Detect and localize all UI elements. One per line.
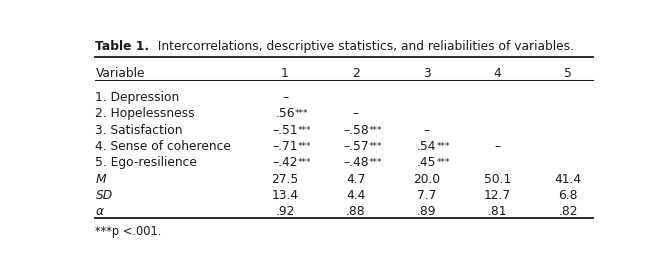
Text: 4: 4	[494, 67, 501, 80]
Text: Table 1.: Table 1.	[95, 40, 150, 53]
Text: –.57: –.57	[343, 140, 369, 153]
Text: –.48: –.48	[343, 156, 369, 169]
Text: 27.5: 27.5	[271, 173, 298, 186]
Text: .54: .54	[417, 140, 436, 153]
Text: .89: .89	[417, 205, 436, 218]
Text: ***: ***	[369, 142, 382, 151]
Text: 3: 3	[423, 67, 431, 80]
Text: SD: SD	[95, 189, 113, 202]
Text: .45: .45	[417, 156, 436, 169]
Text: 4.4: 4.4	[346, 189, 366, 202]
Text: ***p <.001.: ***p <.001.	[95, 225, 162, 238]
Text: ***: ***	[436, 142, 450, 151]
Text: 50.1: 50.1	[484, 173, 511, 186]
Text: 4. Sense of coherence: 4. Sense of coherence	[95, 140, 231, 153]
Text: .82: .82	[558, 205, 578, 218]
Text: ***: ***	[298, 158, 311, 167]
Text: M: M	[95, 173, 106, 186]
Text: –.42: –.42	[272, 156, 298, 169]
Text: 4.7: 4.7	[346, 173, 366, 186]
Text: Variable: Variable	[95, 67, 145, 80]
Text: .92: .92	[276, 205, 295, 218]
Text: ***: ***	[298, 126, 311, 135]
Text: ***: ***	[298, 142, 311, 151]
Text: 6.8: 6.8	[558, 189, 578, 202]
Text: 2. Hopelessness: 2. Hopelessness	[95, 107, 195, 120]
Text: –: –	[353, 107, 359, 120]
Text: –.71: –.71	[272, 140, 298, 153]
Text: Table 1.: Table 1.	[95, 40, 150, 53]
Text: 41.4: 41.4	[555, 173, 582, 186]
Text: .56: .56	[276, 107, 295, 120]
Text: 13.4: 13.4	[271, 189, 298, 202]
Text: ***: ***	[369, 126, 382, 135]
Text: 1: 1	[281, 67, 289, 80]
Text: ***: ***	[295, 109, 308, 118]
Text: 5. Ego-resilience: 5. Ego-resilience	[95, 156, 198, 169]
Text: –: –	[495, 140, 501, 153]
Text: 20.0: 20.0	[413, 173, 440, 186]
Text: 2: 2	[352, 67, 360, 80]
Text: –.51: –.51	[272, 124, 298, 136]
Text: –.58: –.58	[343, 124, 369, 136]
Text: .88: .88	[346, 205, 366, 218]
Text: 1. Depression: 1. Depression	[95, 91, 179, 104]
Text: –: –	[282, 91, 288, 104]
Text: 3. Satisfaction: 3. Satisfaction	[95, 124, 183, 136]
Text: ***: ***	[369, 158, 382, 167]
Text: ***: ***	[436, 158, 450, 167]
Text: 5: 5	[564, 67, 573, 80]
Text: Intercorrelations, descriptive statistics, and reliabilities of variables.: Intercorrelations, descriptive statistic…	[150, 40, 574, 53]
Text: α: α	[95, 205, 103, 218]
Text: 7.7: 7.7	[417, 189, 436, 202]
Text: 12.7: 12.7	[484, 189, 511, 202]
Text: .81: .81	[488, 205, 507, 218]
Text: –: –	[423, 124, 430, 136]
